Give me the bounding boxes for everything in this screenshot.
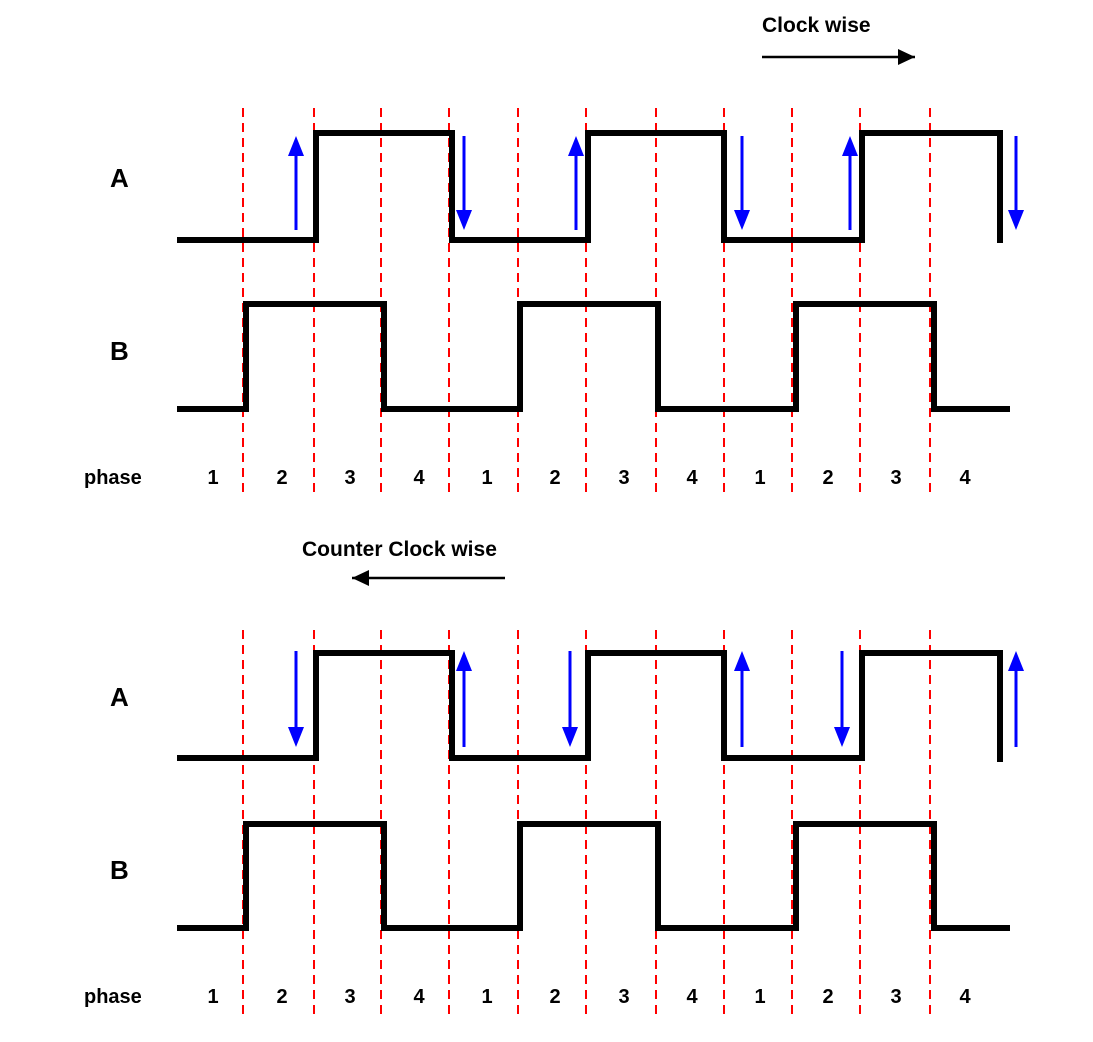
edge-arrow-down	[1008, 136, 1024, 230]
edge-arrow-up	[842, 136, 858, 230]
signal-a-waveform	[177, 650, 1003, 762]
phase-numbers: 1 2 3 4 1 2 3 4 1 2 3 4	[207, 986, 971, 1008]
edge-arrow-up	[568, 136, 584, 230]
edge-arrows	[288, 651, 1024, 747]
direction-arrow-head	[898, 49, 915, 65]
phase-number: 1	[207, 467, 218, 489]
phase-number: 2	[276, 467, 287, 489]
panel-clockwise: Clock wise A B phase 1 2 3 4 1 2 3 4 1 2	[84, 14, 1024, 497]
phase-number: 3	[344, 986, 355, 1008]
signal-b-waveform	[177, 301, 1010, 412]
panel-counter-clockwise: Counter Clock wise A B phase 1 2 3 4 1 2…	[84, 538, 1024, 1015]
phase-number: 2	[549, 467, 560, 489]
signal-b-label: B	[110, 336, 129, 366]
edge-arrow-up	[1008, 651, 1024, 747]
phase-number: 1	[207, 986, 218, 1008]
phase-number: 3	[890, 467, 901, 489]
phase-number: 4	[413, 467, 425, 489]
signal-b-label: B	[110, 855, 129, 885]
edge-arrow-up	[288, 136, 304, 230]
edge-arrows	[288, 136, 1024, 230]
edge-arrow-down	[456, 136, 472, 230]
phase-number: 3	[618, 467, 629, 489]
edge-arrow-down	[834, 651, 850, 747]
direction-arrow-head	[352, 570, 369, 586]
phase-number: 3	[890, 986, 901, 1008]
phase-number: 4	[686, 467, 698, 489]
phase-number: 4	[959, 986, 971, 1008]
edge-arrow-down	[288, 651, 304, 747]
phase-number: 1	[481, 467, 492, 489]
phase-label: phase	[84, 467, 142, 489]
phase-number: 2	[549, 986, 560, 1008]
signal-a-waveform	[177, 130, 1003, 243]
edge-arrow-up	[456, 651, 472, 747]
edge-arrow-down	[734, 136, 750, 230]
phase-number: 2	[822, 467, 833, 489]
phase-number: 1	[754, 467, 765, 489]
edge-arrow-up	[734, 651, 750, 747]
phase-number: 4	[413, 986, 425, 1008]
edge-arrow-down	[562, 651, 578, 747]
phase-numbers: 1 2 3 4 1 2 3 4 1 2 3 4	[207, 467, 971, 489]
direction-label: Counter Clock wise	[302, 538, 497, 561]
phase-number: 4	[959, 467, 971, 489]
phase-number: 2	[822, 986, 833, 1008]
direction-label: Clock wise	[762, 14, 871, 37]
signal-b-waveform	[177, 821, 1010, 931]
signal-a-label: A	[110, 682, 129, 712]
phase-label: phase	[84, 986, 142, 1008]
phase-number: 3	[618, 986, 629, 1008]
phase-number: 2	[276, 986, 287, 1008]
phase-number: 3	[344, 467, 355, 489]
phase-number: 4	[686, 986, 698, 1008]
phase-number: 1	[754, 986, 765, 1008]
phase-number: 1	[481, 986, 492, 1008]
signal-a-label: A	[110, 163, 129, 193]
